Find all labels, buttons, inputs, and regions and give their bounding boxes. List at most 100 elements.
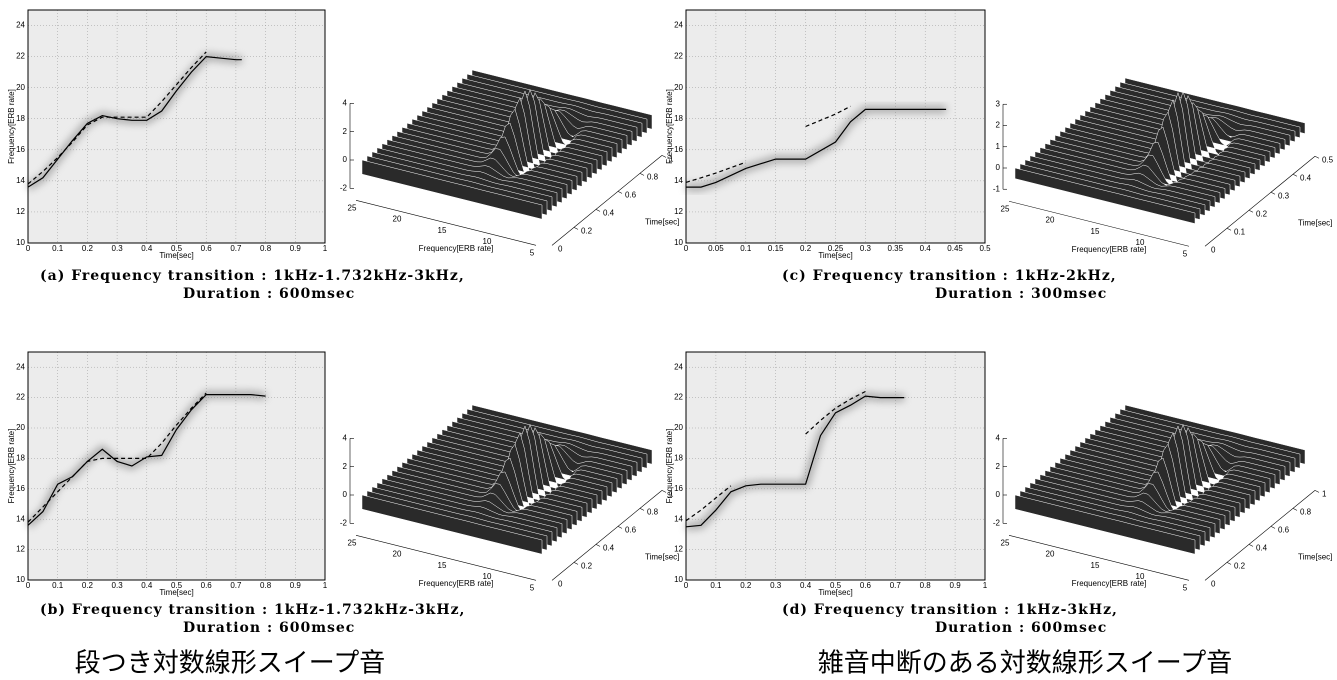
y-tick-label: 16 [16, 145, 25, 154]
x-axis-label: Time[sec] [818, 588, 852, 597]
x-tick-label: 0.9 [290, 581, 302, 590]
x-tick-label: 20 [393, 215, 402, 224]
tick-mark [1249, 544, 1253, 546]
x-tick-label: 0.3 [770, 581, 782, 590]
x-tick-label: 0.4 [800, 581, 812, 590]
y-tick-label: 1 [1322, 489, 1327, 498]
x-tick-label: 20 [393, 550, 402, 559]
x-tick-label: 0.3 [112, 244, 124, 253]
z-tick-label: 4 [343, 433, 348, 442]
y-tick-label: 0 [558, 244, 563, 253]
y-tick-label: 0.4 [603, 543, 615, 552]
y-tick-label: 20 [16, 423, 25, 432]
z-tick-label: 2 [343, 127, 348, 136]
x-tick-label: 0.05 [708, 244, 724, 253]
x-tick-label: 0 [684, 581, 689, 590]
y-tick-label: 0.1 [1234, 227, 1246, 236]
x-tick-label: 0.3 [112, 581, 124, 590]
caption: (c) Frequency transition : 1kHz-2kHz, [782, 268, 1117, 284]
x-tick-label: 0.15 [768, 244, 784, 253]
x-tick-label: 0.9 [290, 244, 302, 253]
z-tick-label: 2 [996, 121, 1001, 130]
y-tick-label: 12 [16, 545, 25, 554]
y-tick-label: 16 [16, 484, 25, 493]
x-axis-label: Frequency[ERB rate] [1072, 245, 1147, 254]
x-tick-label: 0.4 [141, 244, 153, 253]
y-tick-label: 0.4 [603, 208, 615, 217]
x-tick-label: 0.1 [710, 581, 722, 590]
group-title: 雑音中断のある対数線形スイープ音 [818, 649, 1232, 679]
tick-mark [1315, 156, 1319, 158]
z-tick-label: 0 [343, 490, 348, 499]
y-tick-label: 14 [16, 176, 25, 185]
x-tick-label: 25 [348, 538, 357, 547]
tick-mark [574, 227, 578, 229]
y-axis-label: Frequency[ERB rate] [665, 429, 674, 504]
x-tick-label: 0.1 [52, 581, 64, 590]
y-tick-label: 22 [674, 393, 683, 402]
x-tick-label: 0.7 [230, 581, 242, 590]
caption: Duration : 600msec [935, 620, 1107, 636]
tick-mark [1227, 228, 1231, 230]
y-tick-label: 0.2 [581, 226, 593, 235]
tick-mark [1293, 174, 1297, 176]
caption: Duration : 600msec [183, 286, 355, 302]
x-tick-label: 0.6 [860, 581, 872, 590]
y-tick-label: 22 [16, 393, 25, 402]
x-axis-label: Time[sec] [159, 588, 193, 597]
z-tick-label: 1 [996, 142, 1001, 151]
x-axis-label: Time[sec] [159, 251, 193, 260]
y-tick-label: 20 [16, 83, 25, 92]
x-tick-label: 0.1 [740, 244, 752, 253]
tick-mark [640, 508, 644, 510]
x-tick-label: 0.8 [260, 581, 272, 590]
x-axis-label: Frequency[ERB rate] [1072, 579, 1147, 588]
tick-mark [1315, 490, 1319, 492]
x-tick-label: 25 [1001, 538, 1010, 547]
y-tick-label: 0.6 [625, 190, 637, 199]
tick-mark [596, 209, 600, 211]
x-tick-label: 0.4 [141, 581, 153, 590]
y-tick-label: 0.6 [1278, 525, 1290, 534]
tick-mark [640, 173, 644, 175]
x-tick-label: 20 [1046, 216, 1055, 225]
x-tick-label: 0.3 [860, 244, 872, 253]
x-tick-label: 1 [323, 581, 328, 590]
y-tick-label: 24 [674, 21, 683, 30]
x-tick-label: 0.5 [979, 244, 991, 253]
x-tick-label: 0.2 [82, 244, 94, 253]
y-tick-label: 14 [674, 176, 683, 185]
y-tick-label: 20 [674, 423, 683, 432]
x-tick-label: 0.9 [950, 581, 962, 590]
x-tick-label: 0.2 [740, 581, 752, 590]
x-tick-label: 0.2 [800, 244, 812, 253]
tick-mark [1271, 192, 1275, 194]
tick-mark [1227, 562, 1231, 564]
y-tick-label: 10 [16, 575, 25, 584]
y-tick-label: 0.2 [1234, 561, 1246, 570]
tick-mark [1293, 508, 1297, 510]
x-tick-label: 0.1 [52, 244, 64, 253]
x-tick-label: 1 [323, 244, 328, 253]
x-tick-label: 0.4 [920, 244, 932, 253]
y-axis-label: Time[sec] [1298, 552, 1332, 561]
x-tick-label: 25 [1001, 204, 1010, 213]
x-axis-label: Time[sec] [818, 251, 852, 260]
y-axis-label: Frequency[ERB rate] [7, 89, 16, 164]
x-axis-label: Frequency[ERB rate] [419, 244, 494, 253]
y-axis-label: Frequency[ERB rate] [7, 429, 16, 504]
x-tick-label: 0.6 [201, 581, 213, 590]
z-tick-label: 4 [343, 98, 348, 107]
x-tick-label: 0 [684, 244, 689, 253]
x-tick-label: 0.35 [888, 244, 904, 253]
y-tick-label: 18 [674, 114, 683, 123]
y-tick-label: 0 [1211, 245, 1216, 254]
x-tick-label: 0.6 [201, 244, 213, 253]
y-tick-label: 24 [674, 362, 683, 371]
z-tick-label: -1 [993, 184, 1001, 193]
y-tick-label: 12 [674, 207, 683, 216]
x-tick-label: 0 [26, 244, 31, 253]
y-tick-label: 0.8 [647, 172, 659, 181]
z-tick-label: 3 [996, 99, 1001, 108]
y-tick-label: 0.8 [1300, 507, 1312, 516]
